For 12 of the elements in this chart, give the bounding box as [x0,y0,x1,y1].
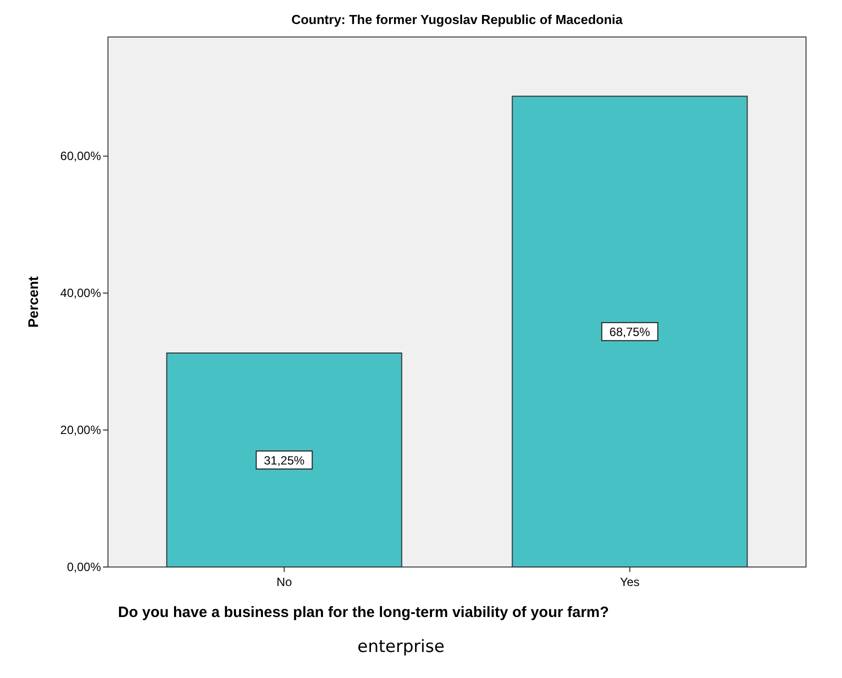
y-tick-label: 20,00% [60,423,102,438]
x-axis-title: Do you have a business plan for the long-term viability of your farm? [118,604,609,621]
y-tick-label: 0,00% [66,560,102,574]
y-tick-label: 40,00% [60,286,102,300]
y-axis-title: Percent [25,276,41,328]
data-label: 31,25% [264,454,305,468]
chart-title: Country: The former Yugoslav Republic of Macedonia [291,12,624,27]
data-label: 68,75% [609,325,650,340]
x-tick-label: Yes [620,575,640,589]
x-tick-label: No [276,575,292,589]
y-tick-label: 60,00% [60,149,102,164]
text: enterprise [357,637,445,657]
